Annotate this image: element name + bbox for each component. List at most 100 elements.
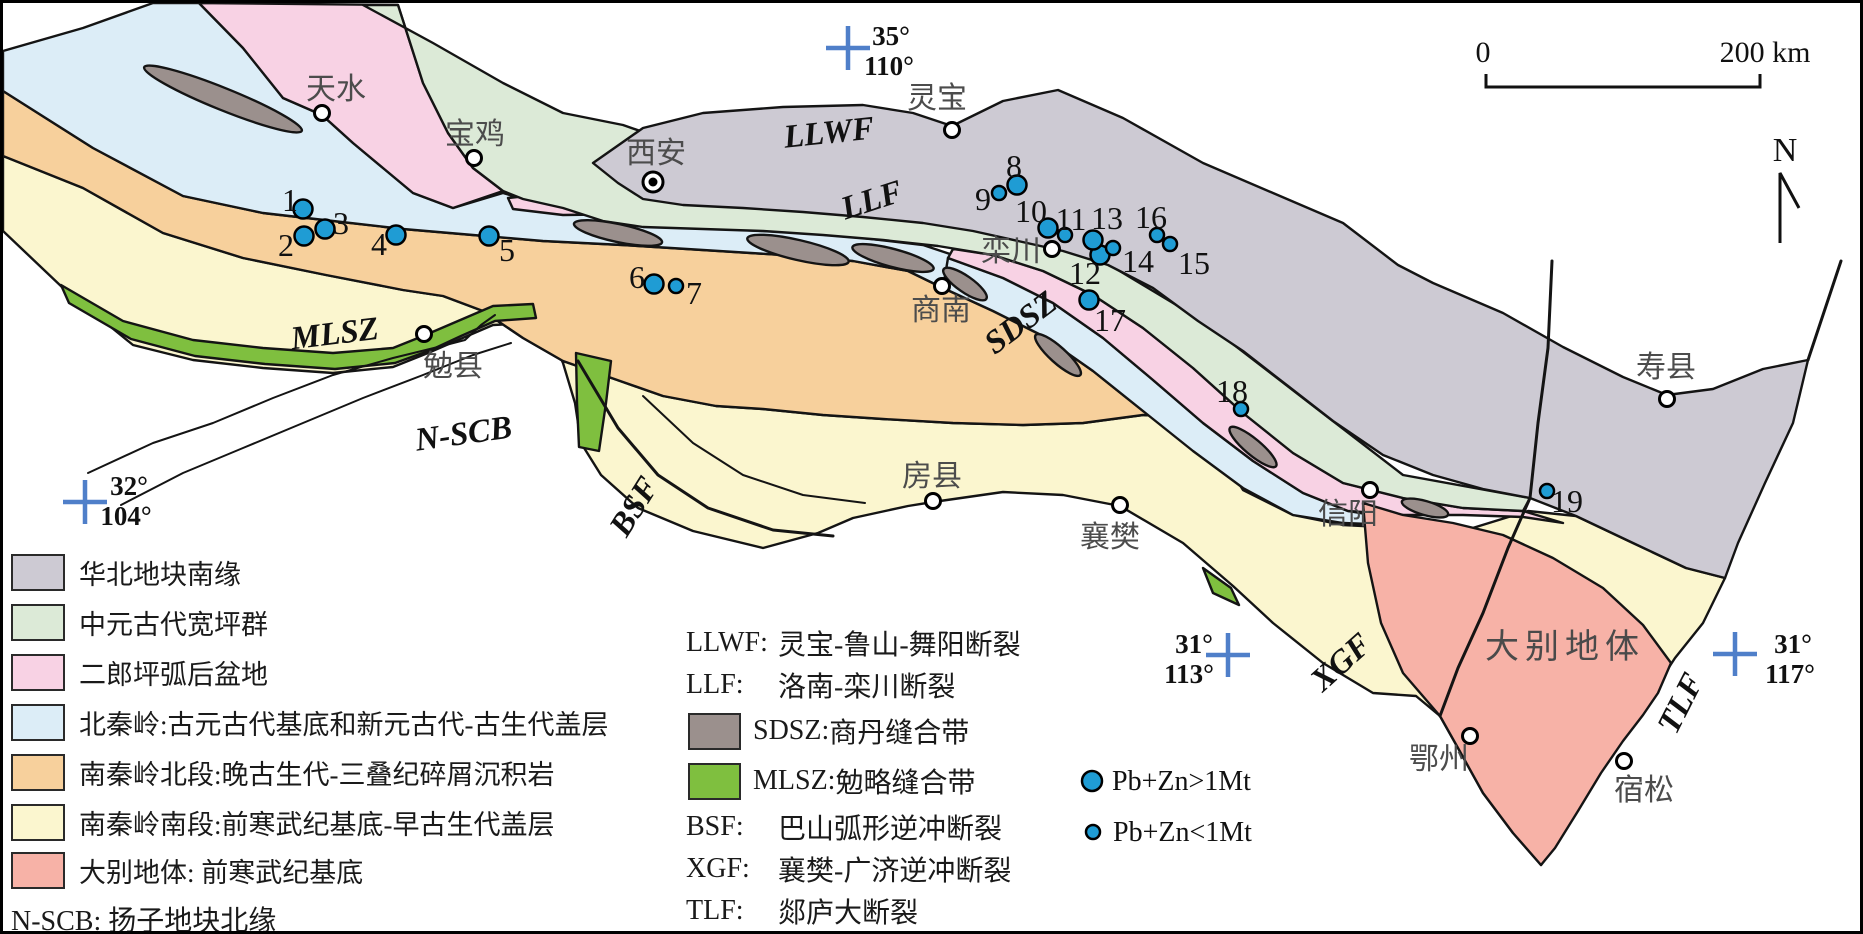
symbol-legend-item: Pb+Zn>1Mt xyxy=(1080,766,1251,797)
legend-label: 华北地块南缘 xyxy=(79,559,241,590)
city-icon xyxy=(1043,240,1061,258)
deposit-7: 7 xyxy=(667,275,702,311)
city-天水: 天水 xyxy=(306,73,366,122)
deposit-15: 15 xyxy=(1161,235,1210,281)
deposit-number: 6 xyxy=(629,259,645,295)
deposit-9: 9 xyxy=(975,181,1008,217)
deposit-circle-icon xyxy=(643,273,665,295)
legend-swatch-erlangping xyxy=(11,653,65,691)
legend-abbr: XGF: xyxy=(686,853,750,884)
city-label: 寿县 xyxy=(1636,351,1696,384)
fault-inner-arc xyxy=(642,395,866,504)
city-勉县: 勉县 xyxy=(415,325,483,383)
city-信阳: 信阳 xyxy=(1318,481,1379,531)
symbol-legend-label: Pb+Zn>1Mt xyxy=(1112,766,1251,797)
city-宝鸡: 宝鸡 xyxy=(445,118,505,167)
legend-name: 襄樊-广济逆冲断裂 xyxy=(778,856,1012,887)
legend-item-llwf: LLWF: 灵宝-鲁山-舞阳断裂 xyxy=(686,623,1021,663)
legend-item-mlsz: MLSZ: 勉略缝合带 xyxy=(688,761,975,801)
deposit-10: 10 xyxy=(1015,193,1059,239)
legend-swatch-south_qinling_north xyxy=(11,753,65,791)
deposit-8: 8 xyxy=(1006,148,1028,196)
geology-regions xyxy=(3,3,1810,867)
deposit-6: 6 xyxy=(629,259,665,295)
deposit-number: 7 xyxy=(686,275,702,311)
deposit-17: 17 xyxy=(1078,289,1126,338)
city-icon xyxy=(1361,481,1379,499)
legend-abbr: TLF: xyxy=(686,895,744,926)
region-label: 大别地体 xyxy=(1485,628,1645,666)
deposit-11: 11 xyxy=(1056,201,1087,244)
city-label: 鄂州 xyxy=(1409,743,1469,776)
deposit-14: 14 xyxy=(1104,239,1154,279)
city-商南: 商南 xyxy=(911,277,971,327)
legend-swatch-mlsz xyxy=(688,762,741,800)
deposit-number: 8 xyxy=(1006,148,1022,184)
city-icon xyxy=(933,277,951,295)
latitude-label: 32° xyxy=(110,471,148,501)
legend-item-south_qinling_north: 南秦岭北段:晚古生代-三叠纪碎屑沉积岩 xyxy=(11,753,555,791)
deposit-circle-icon xyxy=(1148,226,1166,244)
legend-item-kuanping: 中元古代宽坪群 xyxy=(11,603,268,641)
city-label: 灵宝 xyxy=(907,82,967,115)
deposit-circle-icon xyxy=(292,198,314,220)
latitude-label: 31° xyxy=(1774,629,1812,659)
legend-abbr: MLSZ: xyxy=(753,765,836,796)
deposit-number: 11 xyxy=(1056,201,1087,237)
deposit-circle-icon xyxy=(1078,289,1100,311)
deposit-circle-icon xyxy=(314,218,336,240)
deposit-5: 5 xyxy=(478,225,515,268)
deposit-number: 17 xyxy=(1094,302,1126,338)
city-label: 信阳 xyxy=(1318,498,1378,531)
deposit-circle-icon xyxy=(385,224,407,246)
region-mlsz-strip xyxy=(574,351,613,453)
city-label: 宿松 xyxy=(1614,774,1674,807)
region-mlsz-ribbon xyxy=(59,283,538,371)
city-icon xyxy=(1615,752,1633,770)
legend-name: 灵宝-鲁山-舞阳断裂 xyxy=(778,630,1021,661)
city-襄樊: 襄樊 xyxy=(1080,496,1140,554)
city-icon xyxy=(465,149,483,167)
legend-label: 南秦岭北段:晚古生代-三叠纪碎屑沉积岩 xyxy=(79,759,555,790)
city-label: 勉县 xyxy=(423,350,483,383)
deposit-number: 15 xyxy=(1178,245,1210,281)
deposit-16: 16 xyxy=(1135,199,1167,244)
deposit-circle-icon xyxy=(1084,823,1102,841)
river-line-1 xyxy=(87,314,496,474)
deposit-circle-icon xyxy=(1006,174,1028,196)
city-西安: 西安 xyxy=(626,137,686,194)
deposit-number: 14 xyxy=(1122,243,1154,279)
river-line-2 xyxy=(120,342,512,506)
region-dabie xyxy=(1361,501,1673,867)
deposit-number: 3 xyxy=(333,205,349,241)
fault-label-n-scb: N-SCB xyxy=(412,410,514,459)
latitude-label: 31° xyxy=(1175,629,1213,659)
deposit-2: 2 xyxy=(278,225,315,263)
symbol-legend-item: Pb+Zn<1Mt xyxy=(1084,817,1252,848)
legend-label: 大别地体: 前寒武纪基底 xyxy=(79,857,364,888)
city-label: 栾川 xyxy=(981,235,1041,268)
city-寿县: 寿县 xyxy=(1636,351,1696,408)
legend-name: 洛南-栾川断裂 xyxy=(778,672,956,703)
legend-item-xgf: XGF: 襄樊-广济逆冲断裂 xyxy=(686,849,1011,889)
city-label: 襄樊 xyxy=(1080,521,1140,554)
coordinate-mark: 32°104° xyxy=(63,471,152,531)
deposit-number: 1 xyxy=(282,182,298,218)
legend-swatch-dabie xyxy=(11,851,65,889)
deposit-number: 2 xyxy=(278,227,294,263)
scale-end-label: 200 km xyxy=(1720,36,1811,69)
legend-swatch-kuanping xyxy=(11,603,65,641)
deposit-circle-icon xyxy=(1104,239,1122,257)
legend-abbr: LLF: xyxy=(686,669,744,700)
region-north-china xyxy=(591,88,1810,580)
deposit-circle-icon xyxy=(1080,769,1104,793)
legend-swatch-sdsz xyxy=(688,712,741,750)
deposit-circle-icon xyxy=(1161,235,1179,253)
longitude-label: 113° xyxy=(1164,659,1214,689)
cross-icon xyxy=(826,26,870,70)
deposit-19: 19 xyxy=(1538,482,1583,519)
